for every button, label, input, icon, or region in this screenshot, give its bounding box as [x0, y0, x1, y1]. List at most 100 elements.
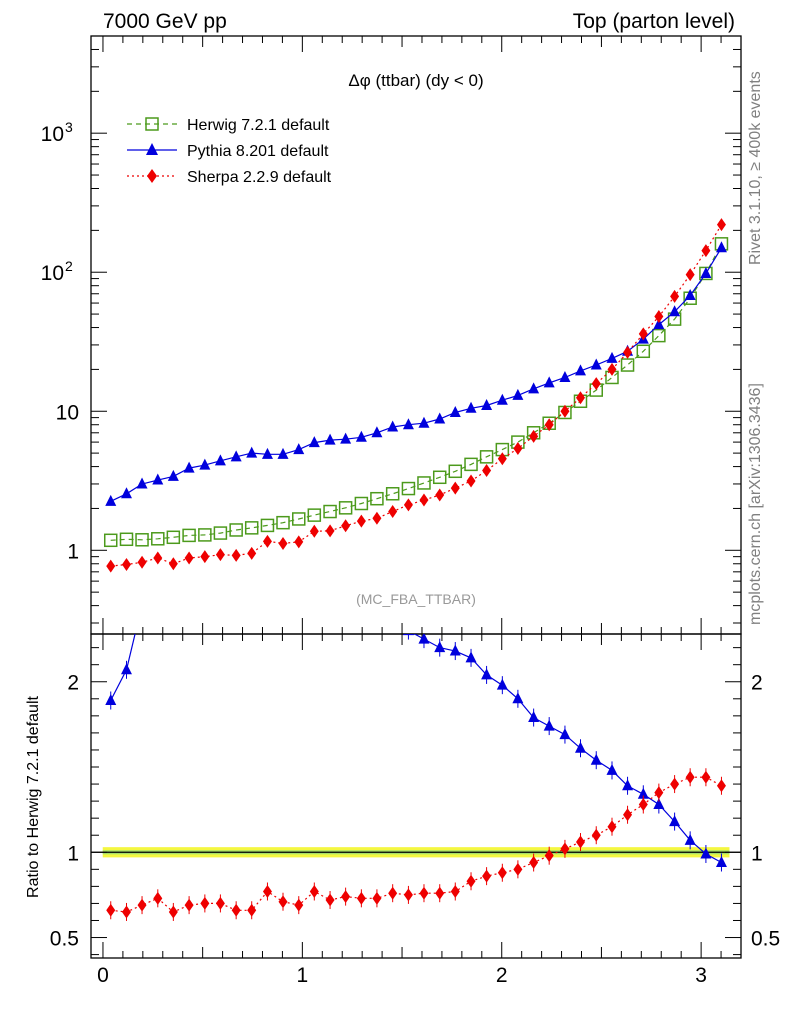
data-point: [356, 514, 366, 528]
x-tick-label: 3: [695, 964, 707, 987]
data-point: [715, 241, 727, 253]
data-point: [309, 884, 319, 898]
header-right: Top (parton level): [573, 10, 735, 33]
data-point: [183, 461, 195, 473]
data-point: [669, 305, 681, 317]
data-point: [276, 515, 290, 530]
data-point: [166, 530, 181, 545]
data-point: [152, 473, 164, 485]
data-point: [403, 498, 413, 512]
data-point: [528, 382, 540, 394]
series-line: [110, 224, 723, 567]
data-point: [403, 888, 413, 902]
data-point: [652, 328, 666, 343]
data-point: [544, 418, 554, 432]
data-point: [120, 487, 132, 499]
data-point: [543, 376, 555, 388]
data-point: [213, 526, 228, 540]
data-point: [684, 833, 696, 845]
series-2: [105, 241, 727, 506]
legend-entry: Pythia 8.201 default: [127, 143, 329, 160]
data-point: [262, 884, 272, 898]
data-point: [277, 447, 289, 459]
data-point: [247, 903, 257, 917]
data-point: [231, 903, 241, 917]
main-y-tick-label: 10 3: [41, 119, 73, 146]
data-point: [654, 310, 664, 324]
data-point: [560, 404, 570, 418]
data-point: [700, 266, 712, 278]
series-3: [106, 218, 726, 573]
data-point: [137, 898, 147, 912]
main-y-tick-label: 10: [56, 401, 79, 424]
data-point: [200, 896, 210, 910]
data-point: [559, 728, 571, 740]
data-point: [513, 441, 523, 455]
data-point: [479, 450, 494, 464]
data-point: [574, 741, 586, 753]
data-point: [497, 452, 507, 466]
data-point: [402, 634, 414, 636]
ratio-y-axis-label: Ratio to Herwig 7.2.1 default: [25, 696, 42, 898]
data-point: [544, 849, 554, 863]
data-point: [105, 494, 117, 506]
data-point: [121, 558, 131, 572]
data-point: [338, 501, 353, 515]
data-point: [449, 644, 461, 656]
data-point: [341, 890, 351, 904]
data-point: [481, 668, 493, 680]
data-point: [669, 815, 681, 827]
data-point: [685, 268, 695, 282]
data-point: [153, 551, 163, 565]
data-point: [402, 418, 414, 430]
data-point: [260, 518, 275, 533]
data-point: [607, 362, 617, 376]
header-left: 7000 GeV pp: [103, 10, 227, 33]
data-point: [184, 513, 195, 524]
ratio-y-tick-label-left: 2: [67, 672, 79, 695]
data-point: [278, 536, 288, 550]
data-point: [528, 711, 540, 723]
data-point: [701, 244, 711, 258]
data-point: [309, 496, 320, 507]
ratio-series-line: [110, 776, 722, 913]
data-point: [294, 535, 304, 549]
data-point: [512, 388, 524, 400]
data-point: [559, 370, 571, 382]
data-point: [432, 470, 447, 485]
data-point: [168, 905, 178, 919]
data-point: [215, 896, 225, 910]
data-point: [152, 581, 163, 592]
plot-title: Δφ (ttbar) (dy < 0): [348, 71, 483, 90]
data-point: [450, 481, 460, 495]
data-point: [385, 487, 400, 501]
data-point: [529, 429, 539, 443]
data-point: [325, 893, 335, 907]
data-point: [103, 533, 118, 548]
data-point: [670, 289, 680, 303]
rivet-label: Rivet 3.1.10, ≥ 400k events: [747, 71, 764, 265]
data-point: [620, 358, 635, 372]
data-point: [199, 458, 211, 470]
data-point: [638, 798, 648, 812]
data-point: [701, 770, 711, 784]
data-point: [340, 432, 352, 444]
legend-label: Herwig 7.2.1 default: [187, 117, 330, 134]
data-point: [497, 866, 507, 880]
ratio-y-tick-label-left: 1: [67, 842, 79, 865]
data-point: [137, 599, 148, 610]
data-point: [151, 532, 165, 546]
data-point: [465, 651, 477, 663]
data-point: [106, 903, 116, 917]
data-point: [105, 694, 117, 706]
data-point: [153, 891, 163, 905]
data-point: [372, 511, 382, 525]
data-point: [496, 393, 508, 405]
data-point: [685, 770, 695, 784]
tick-label-base: 1: [67, 540, 79, 563]
legend: Herwig 7.2.1 default Pythia 8.201 default…: [127, 117, 332, 186]
data-point: [278, 471, 289, 482]
data-point: [145, 117, 159, 131]
data-point: [512, 692, 524, 704]
x-tick-label: 0: [97, 964, 109, 987]
